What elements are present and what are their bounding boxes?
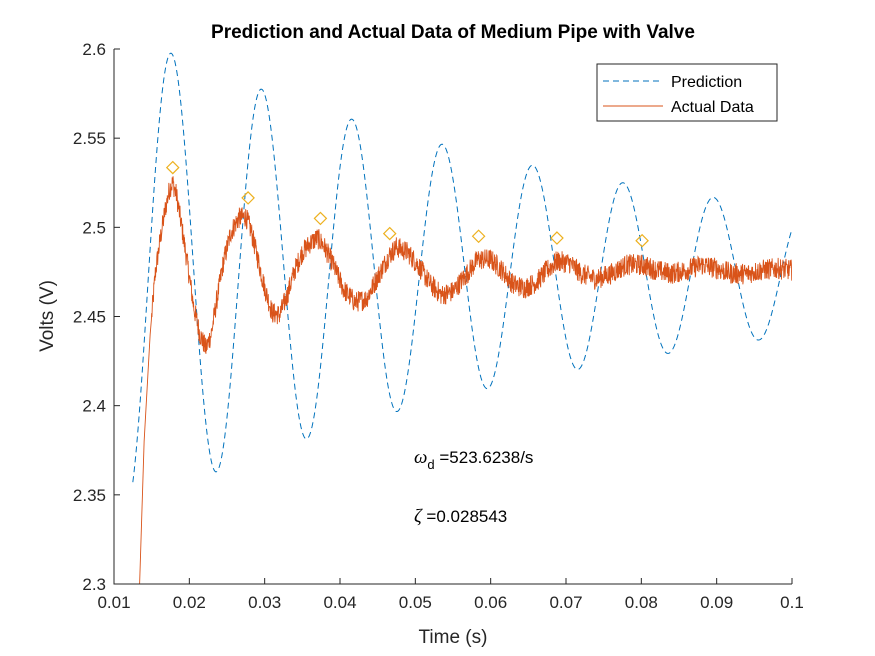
peak-marker xyxy=(471,229,486,244)
x-tick-label: 0.08 xyxy=(625,593,658,612)
omega-symbol: ω xyxy=(414,447,427,468)
peak-marker xyxy=(313,211,328,226)
y-tick-label: 2.3 xyxy=(82,575,106,594)
y-tick-label: 2.55 xyxy=(73,129,106,148)
x-tick-label: 0.1 xyxy=(780,593,804,612)
zeta-value: =0.028543 xyxy=(422,507,508,526)
zeta-symbol: ζ xyxy=(414,506,423,527)
x-axis-label: Time (s) xyxy=(419,627,488,648)
chart-title: Prediction and Actual Data of Medium Pip… xyxy=(211,22,695,43)
zeta-annotation: ζ =0.028543 xyxy=(414,506,507,527)
actual-data-line xyxy=(139,176,792,584)
peak-marker xyxy=(241,191,255,205)
peak-marker xyxy=(635,233,649,248)
y-tick-label: 2.5 xyxy=(82,218,106,237)
legend: Prediction Actual Data xyxy=(596,63,778,122)
omega-annotation: ωd =523.6238/s xyxy=(414,447,533,472)
y-tick-label: 2.35 xyxy=(73,486,106,505)
peak-marker xyxy=(382,226,397,241)
legend-prediction-label: Prediction xyxy=(671,74,742,91)
y-tick-label: 2.6 xyxy=(82,40,106,59)
x-tick-label: 0.03 xyxy=(248,593,281,612)
x-tick-label: 0.06 xyxy=(474,593,507,612)
y-tick-label: 2.4 xyxy=(82,397,106,416)
legend-actual-label: Actual Data xyxy=(671,99,754,116)
omega-value: =523.6238/s xyxy=(435,448,534,467)
x-tick-label: 0.07 xyxy=(549,593,582,612)
y-axis-label: Volts (V) xyxy=(37,280,58,352)
peak-marker xyxy=(165,160,180,175)
plot-area xyxy=(114,49,792,584)
prediction-line xyxy=(132,52,792,483)
omega-subscript: d xyxy=(427,457,434,472)
x-tick-label: 0.04 xyxy=(323,593,356,612)
x-tick-label: 0.02 xyxy=(173,593,206,612)
x-tick-label: 0.01 xyxy=(97,593,130,612)
x-tick-label: 0.09 xyxy=(700,593,733,612)
legend-box xyxy=(596,63,778,122)
y-tick-label: 2.45 xyxy=(73,308,106,327)
x-tick-label: 0.05 xyxy=(399,593,432,612)
peak-marker xyxy=(550,231,564,245)
